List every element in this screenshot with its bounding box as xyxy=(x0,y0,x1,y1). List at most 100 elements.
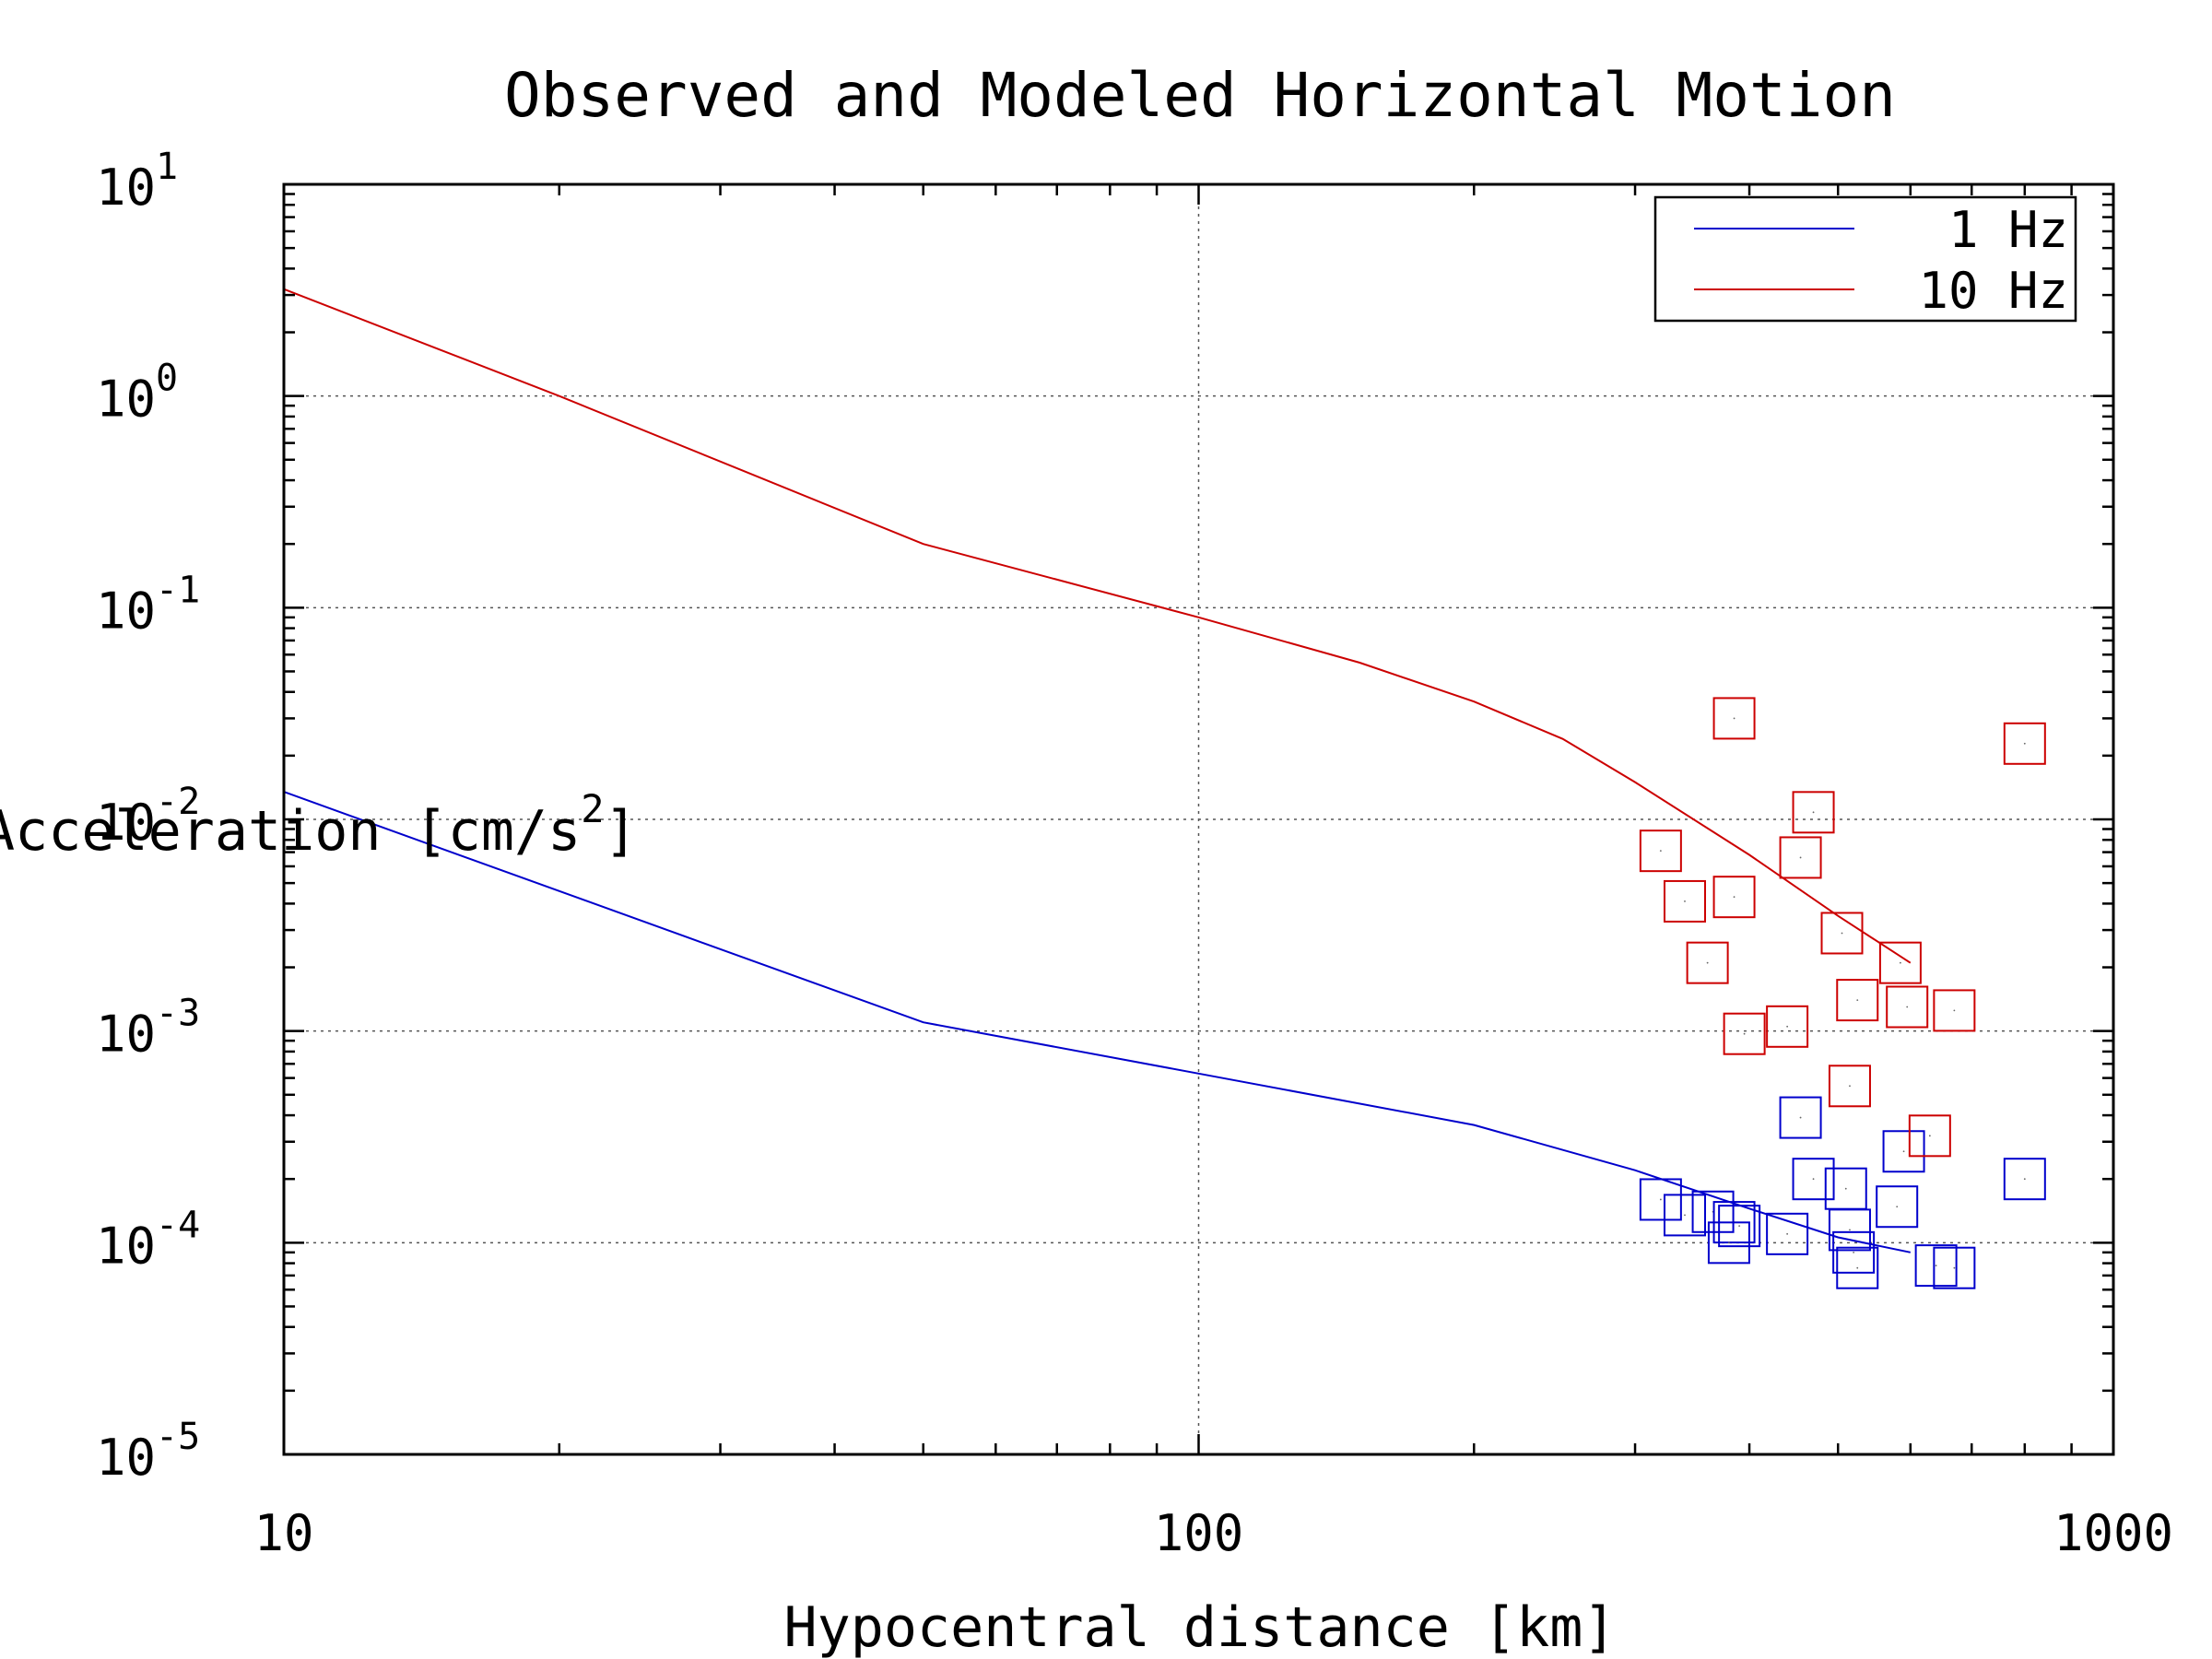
observed-point-center xyxy=(1812,1178,1815,1181)
observed-point-center xyxy=(1953,1009,1956,1012)
observed-point-center xyxy=(1684,900,1686,902)
y-tick-exponent: 1 xyxy=(156,146,178,188)
y-tick-label: 10-2 xyxy=(96,781,200,852)
observed-point-1hz xyxy=(2003,1158,2046,1201)
observed-point-center xyxy=(1812,811,1815,814)
y-tick-base: 10 xyxy=(96,582,156,640)
legend-box xyxy=(1653,195,2077,323)
observed-point-1hz xyxy=(1836,1246,1879,1289)
observed-point-center xyxy=(1953,1266,1956,1269)
observed-point-10hz xyxy=(1712,697,1756,740)
legend-label-1hz: 1 Hz xyxy=(1948,201,2068,259)
observed-point-10hz xyxy=(1933,989,1976,1032)
x-tick-label: 10 xyxy=(253,1504,313,1562)
observed-point-center xyxy=(1856,999,1859,1002)
y-tick-label: 10-1 xyxy=(96,569,200,640)
observed-point-center xyxy=(1786,1232,1789,1235)
observed-point-10hz xyxy=(2003,722,2046,765)
model-line-1hz xyxy=(283,791,1912,1253)
legend: 1 Hz 10 Hz xyxy=(1653,195,2077,323)
tick-marks xyxy=(282,182,2115,1456)
y-tick-base: 10 xyxy=(96,1217,156,1275)
observed-point-center xyxy=(1856,1266,1859,1269)
observed-point-1hz xyxy=(1828,1208,1871,1252)
observed-point-1hz xyxy=(1876,1185,1919,1229)
legend-label-10hz: 10 Hz xyxy=(1918,262,2068,320)
observed-point-10hz xyxy=(1723,1012,1766,1055)
grid-lines xyxy=(284,184,2113,1454)
y-tick-base: 10 xyxy=(96,1006,156,1064)
observed-point-10hz xyxy=(1779,836,1822,879)
observed-point-10hz xyxy=(1908,1114,1951,1158)
x-axis-label: Hypocentral distance [km] xyxy=(783,1595,1616,1659)
y-tick-label: 10-3 xyxy=(96,993,200,1064)
observed-point-center xyxy=(1902,1150,1905,1153)
y-tick-label: 101 xyxy=(96,146,178,217)
observed-point-10hz xyxy=(1639,830,1682,873)
observed-point-10hz xyxy=(1878,941,1922,984)
observed-point-1hz xyxy=(1792,1158,1835,1201)
observed-point-center xyxy=(1896,1206,1899,1208)
observed-point-center xyxy=(1841,932,1843,935)
model-line-10hz xyxy=(283,288,1912,964)
observed-point-1hz xyxy=(1707,1221,1750,1265)
y-axis-label: Acceleration [cm/s2] xyxy=(0,786,638,864)
observed-point-10hz xyxy=(1712,876,1756,919)
y-axis-label-close: ] xyxy=(605,799,638,864)
observed-point-center xyxy=(1906,1006,1909,1008)
observed-point-center xyxy=(1928,1135,1931,1137)
observed-point-center xyxy=(1799,1116,1802,1119)
observed-point-1hz xyxy=(1933,1246,1976,1289)
observed-point-10hz xyxy=(1792,791,1835,834)
observed-point-1hz xyxy=(1832,1230,1876,1274)
observed-point-1hz xyxy=(1882,1130,1925,1173)
observed-point-10hz xyxy=(1820,912,1864,955)
observed-point-1hz xyxy=(1663,1194,1706,1237)
observed-point-center xyxy=(1706,961,1709,964)
observed-point-1hz xyxy=(1914,1244,1958,1288)
y-tick-base: 10 xyxy=(96,794,156,852)
y-tick-base: 10 xyxy=(96,159,156,217)
observed-point-center xyxy=(1799,856,1802,859)
observed-point-10hz xyxy=(1828,1065,1871,1108)
y-tick-exponent: -5 xyxy=(156,1416,200,1458)
observed-point-center xyxy=(1844,1187,1847,1190)
y-tick-base: 10 xyxy=(96,1429,156,1487)
observed-point-center xyxy=(1733,896,1735,899)
observed-point-center xyxy=(1659,1198,1662,1201)
observed-point-10hz xyxy=(1766,1005,1809,1048)
y-tick-exponent: -3 xyxy=(156,993,200,1035)
observed-point-center xyxy=(1659,850,1662,853)
observed-point-1hz xyxy=(1639,1178,1682,1221)
x-tick-label: 1000 xyxy=(2053,1504,2173,1562)
y-tick-exponent: 0 xyxy=(156,358,178,400)
y-axis-label-sup: 2 xyxy=(581,786,604,831)
y-tick-base: 10 xyxy=(96,371,156,429)
observed-point-center xyxy=(1733,717,1735,720)
observed-point-1hz xyxy=(1718,1205,1761,1248)
y-tick-label: 10-4 xyxy=(96,1204,200,1275)
observed-point-center xyxy=(1738,1225,1741,1228)
observed-point-center xyxy=(1728,1241,1730,1244)
x-tick-label: 100 xyxy=(1154,1504,1244,1562)
y-tick-label: 100 xyxy=(96,358,178,429)
observed-point-10hz xyxy=(1836,979,1879,1022)
observed-point-1hz xyxy=(1779,1096,1822,1139)
observed-point-center xyxy=(1743,1032,1746,1035)
observed-point-center xyxy=(1900,961,1901,964)
observed-point-10hz xyxy=(1686,941,1729,984)
y-tick-label: 10-5 xyxy=(96,1416,200,1487)
observed-point-center xyxy=(1684,1214,1686,1217)
series-layer xyxy=(283,288,2046,1289)
observed-point-10hz xyxy=(1663,879,1706,923)
observed-point-center xyxy=(1849,1229,1851,1231)
observed-point-center xyxy=(1849,1085,1851,1088)
y-tick-exponent: -2 xyxy=(156,781,200,823)
observed-point-center xyxy=(2023,742,2026,745)
observed-point-10hz xyxy=(1886,985,1929,1029)
observed-point-center xyxy=(1853,1251,1855,1253)
observed-point-center xyxy=(1786,1025,1789,1028)
y-tick-exponent: -4 xyxy=(156,1204,200,1246)
